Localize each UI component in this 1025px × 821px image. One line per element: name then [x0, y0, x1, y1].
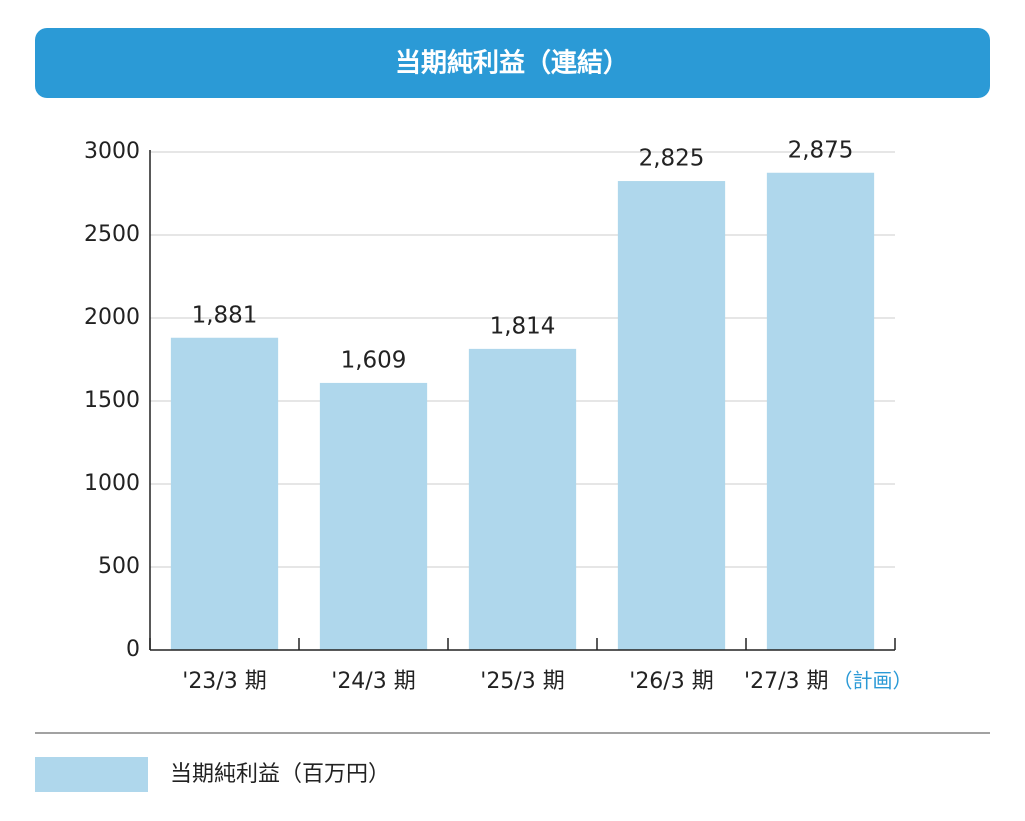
y-tick-label: 1500 [84, 388, 140, 413]
value-label: 1,814 [490, 313, 556, 339]
bar [766, 172, 875, 650]
y-tick-label: 0 [126, 637, 140, 662]
y-tick-label: 1000 [84, 471, 140, 496]
bar [468, 348, 577, 650]
bar [617, 181, 726, 651]
x-tick-label: '25/3 期 [480, 669, 564, 694]
value-label: 1,881 [192, 302, 258, 328]
x-tick-label: '24/3 期 [331, 669, 415, 694]
x-tick-label: '23/3 期 [182, 669, 266, 694]
y-tick-label: 2000 [84, 305, 140, 330]
x-tick-label: '27/3 期 [744, 669, 828, 694]
chart-title: 当期純利益（連結） [395, 48, 629, 79]
y-tick-label: 2500 [84, 222, 140, 247]
value-label: 1,609 [341, 347, 407, 373]
y-tick-label: 500 [98, 554, 140, 579]
x-tick-label: '26/3 期 [629, 669, 713, 694]
title-banner [35, 28, 990, 98]
bar [319, 382, 428, 650]
value-label: 2,875 [788, 137, 854, 163]
legend-swatch [35, 757, 148, 792]
legend-label: 当期純利益（百万円） [170, 762, 390, 787]
bar [170, 337, 279, 650]
y-tick-label: 3000 [84, 139, 140, 164]
annotation: （計画） [833, 669, 913, 693]
value-label: 2,825 [639, 146, 705, 172]
